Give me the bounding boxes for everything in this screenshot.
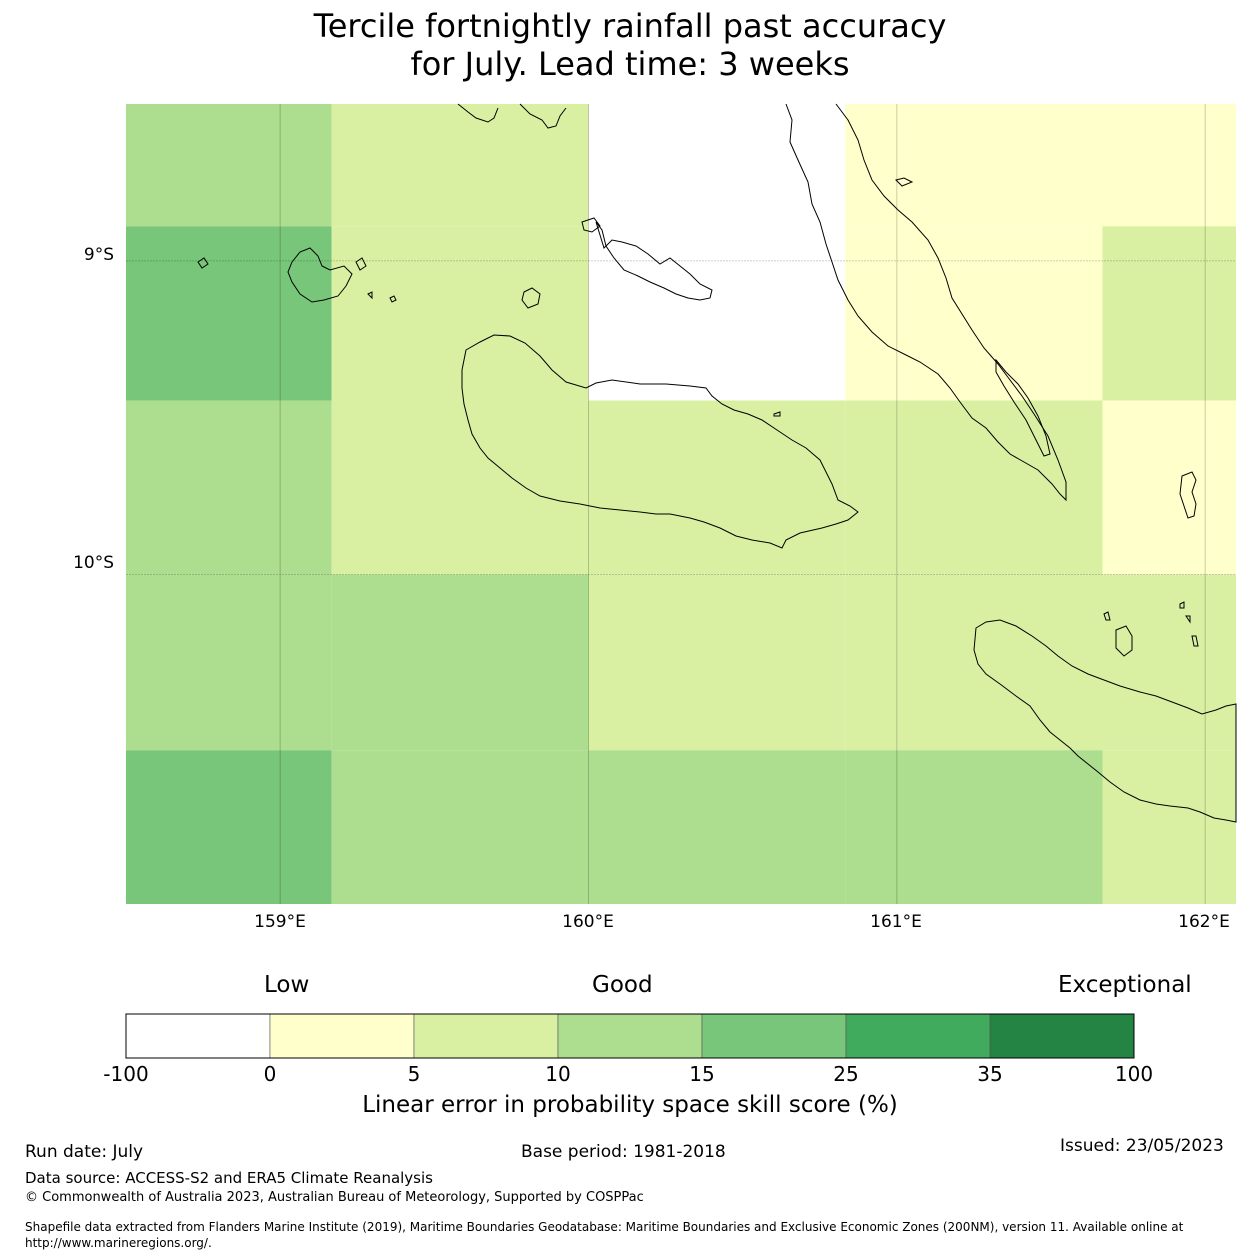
coastline-small-malaita [995,358,1051,457]
grid-cell-22 [588,750,846,904]
map-title-line-1: Tercile fortnightly rainfall past accura… [313,7,947,45]
colorbar-label: Linear error in probability space skill … [362,1092,898,1118]
lon-tick-161e: 161°E [870,912,922,932]
legend-good-label: Good [592,972,653,998]
coastline-islet-7 [1191,635,1199,647]
coastline-russell-small [355,257,367,271]
coastline-east-islet [1179,471,1197,519]
lon-tick-159e: 159°E [254,912,306,932]
lon-tick-162e: 162°E [1178,912,1230,932]
grid-cell-18 [845,574,1103,751]
grid-cell-10 [126,400,332,575]
colorbar-tick-25: 25 [833,1062,859,1086]
grid-cell-8 [845,226,1103,401]
grid-cell-2 [588,104,846,227]
colorbar-tick-neg100: -100 [103,1062,149,1086]
run-date: Run date: July [25,1142,144,1162]
coastline-islet-8 [773,411,781,417]
colorbar-outline [125,1013,1135,1059]
skill-grid-cells [126,104,1236,904]
colorbar-tick-35: 35 [977,1062,1003,1086]
coastline-savo [521,287,541,309]
colorbar-tick-100: 100 [1114,1062,1154,1086]
issued-date: Issued: 23/05/2023 [1060,1136,1224,1156]
grid-cell-1 [331,104,589,227]
coastline-north-2 [519,103,567,129]
colorbar-swatch-0 [125,1013,271,1059]
coastline-islet-9 [895,177,914,187]
colorbar-swatch-3 [557,1013,703,1059]
shapefile-credit-line-2: http://www.marineregions.org/. [25,1236,212,1250]
coastline-makira [973,619,1237,823]
coastline-islet-5 [1179,601,1185,609]
grid-cell-12 [588,400,846,575]
colorbar-swatch-2 [413,1013,559,1059]
grid-cell-14 [1102,400,1236,575]
grid-cell-3 [845,104,1103,227]
lat-tick-9s: 9°S [83,245,114,265]
colorbar-swatches [125,1013,1135,1059]
copyright: © Commonwealth of Australia 2023, Austra… [25,1190,644,1205]
colorbar-tick-10: 10 [545,1062,571,1086]
colorbar-swatch-5 [845,1013,991,1059]
legend-low-label: Low [264,972,310,998]
grid-cell-20 [126,750,332,904]
base-period: Base period: 1981-2018 [521,1142,726,1162]
coastline-russell [287,247,353,303]
grid-cell-21 [331,750,589,904]
colorbar-tick-5: 5 [407,1062,421,1086]
shapefile-credit-line-1: Shapefile data extracted from Flanders M… [25,1220,1184,1234]
map-title-line-2: for July. Lead time: 3 weeks [410,45,850,83]
coastline-islet-3 [367,291,373,300]
colorbar-tick-0: 0 [263,1062,277,1086]
coastline-russell-islet [197,257,209,269]
colorbar-swatch-4 [701,1013,847,1059]
skill-map [126,103,1237,904]
coastline-tulagi [581,217,601,233]
map-gridlines [126,104,1236,904]
grid-cell-6 [331,226,589,401]
grid-cell-7 [588,226,846,401]
grid-cell-23 [845,750,1103,904]
data-source: Data source: ACCESS-S2 and ERA5 Climate … [25,1169,433,1187]
colorbar-tick-15: 15 [689,1062,715,1086]
grid-cell-13 [845,400,1103,575]
grid-cell-16 [331,574,589,751]
grid-cell-19 [1102,574,1236,751]
colorbar [125,1013,1135,1059]
colorbar-swatch-1 [269,1013,415,1059]
lat-tick-10s: 10°S [73,553,114,573]
coastline-islet-4 [1103,611,1111,621]
coastlines [197,103,1237,823]
grid-cell-0 [126,104,332,227]
grid-cell-9 [1102,226,1236,401]
coastline-islet-6 [1185,615,1191,624]
legend-exceptional-label: Exceptional [1058,972,1192,998]
grid-cell-11 [331,400,589,575]
coastline-north-1 [457,103,499,123]
coastline-malaita [785,103,1067,502]
grid-cell-4 [1102,104,1236,227]
coastline-ugi [1115,625,1133,657]
coastline-islet-2 [389,295,397,303]
grid-cell-5 [126,226,332,401]
lon-tick-160e: 160°E [562,912,614,932]
grid-cell-17 [588,574,846,751]
coastline-nggela [595,221,713,301]
colorbar-swatch-6 [989,1013,1135,1059]
grid-cell-15 [126,574,332,751]
grid-cell-24 [1102,750,1236,904]
coastline-guadalcanal [461,334,859,549]
